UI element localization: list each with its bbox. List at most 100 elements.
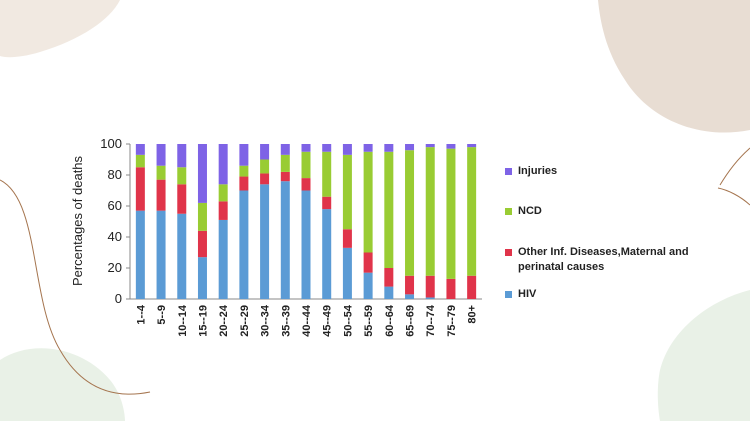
bar-segment	[239, 144, 249, 166]
x-tick-label: 45--49	[322, 305, 334, 337]
bar-segment	[135, 167, 145, 211]
bar-segment	[425, 144, 435, 148]
bar-segment	[280, 144, 290, 155]
bar-segment	[177, 184, 187, 214]
bar-segment	[197, 230, 207, 258]
y-tick-label: 60	[108, 198, 122, 213]
y-tick-label: 0	[115, 291, 122, 306]
bar-segment	[156, 179, 166, 211]
bar-segment	[342, 229, 352, 248]
bar-segment	[384, 268, 394, 287]
bar-segment	[342, 144, 352, 155]
bar-segment	[218, 184, 228, 202]
bar-segment	[177, 213, 187, 299]
bar-segment	[467, 144, 477, 148]
bar-segment	[260, 159, 270, 174]
bar-segment	[425, 275, 435, 298]
bar-segment	[405, 150, 415, 276]
curve	[719, 147, 750, 186]
curve	[717, 187, 750, 206]
blob	[598, 0, 750, 133]
y-tick-label: 100	[100, 136, 122, 151]
x-tick-label: 40--44	[301, 304, 313, 337]
curve	[0, 179, 151, 395]
y-tick-label: 20	[108, 260, 122, 275]
x-tick-label: 20--24	[218, 304, 230, 337]
legend-label: HIV	[518, 288, 537, 300]
bar-segment	[260, 144, 270, 160]
bar-segment	[239, 176, 249, 191]
bar-segment	[301, 151, 311, 179]
legend-label: Other Inf. Diseases,Maternal and perinat…	[518, 246, 689, 273]
bar-segment	[239, 165, 249, 177]
bar-segment	[239, 190, 249, 299]
x-tick-label: 65--69	[405, 305, 417, 337]
bar-segment	[322, 196, 332, 210]
bar-segment	[280, 154, 290, 172]
bar-segment	[342, 247, 352, 299]
bar-segment	[260, 184, 270, 299]
bar-segment	[363, 144, 373, 152]
bar-segment	[156, 210, 166, 299]
bar-segment	[197, 144, 207, 203]
legend-swatch	[505, 249, 512, 256]
bar-segment	[384, 286, 394, 299]
bar-segment	[197, 202, 207, 231]
bar-segment	[197, 257, 207, 299]
bar-segment	[425, 297, 435, 299]
legend-swatch	[505, 208, 512, 215]
bar-segment	[218, 144, 228, 185]
x-tick-label: 5--9	[156, 305, 168, 325]
bar-segment	[177, 167, 187, 185]
x-tick-label: 1--4	[135, 304, 147, 324]
x-tick-label: 55--59	[363, 305, 375, 337]
x-tick-label: 75--79	[446, 305, 458, 337]
bar-segment	[405, 144, 415, 151]
x-tick-label: 30--34	[260, 304, 272, 337]
x-tick-label: 10--14	[177, 304, 189, 337]
bar-segment	[363, 151, 373, 253]
bar-segment	[425, 147, 435, 276]
bar-segment	[218, 219, 228, 299]
bar-segment	[301, 190, 311, 299]
bar-segment	[280, 181, 290, 299]
bar-segment	[446, 148, 456, 279]
x-tick-label: 70--74	[425, 304, 437, 337]
bar-segment	[446, 278, 456, 299]
legend-item: NCD	[505, 204, 730, 219]
x-tick-label: 15--19	[197, 305, 209, 337]
blob	[657, 290, 750, 421]
bar-segment	[301, 144, 311, 152]
legend-item: Injuries	[505, 164, 730, 179]
bar-segment	[405, 275, 415, 295]
legend-label: NCD	[518, 205, 542, 217]
bar-segment	[177, 144, 187, 168]
bar-segment	[467, 275, 477, 299]
legend-item: HIV	[505, 287, 730, 302]
y-axis-label: Percentages of deaths	[70, 155, 85, 286]
bar-segment	[322, 151, 332, 197]
bar-segment	[135, 144, 145, 155]
bar-segment	[156, 144, 166, 166]
bar-segment	[135, 154, 145, 168]
bar-segment	[405, 294, 415, 299]
bar-segment	[363, 252, 373, 273]
bar-segment	[384, 144, 394, 152]
bar-segment	[156, 165, 166, 180]
bar-segment	[260, 173, 270, 185]
blob	[0, 348, 125, 421]
bar-segment	[384, 151, 394, 268]
legend-label: Injuries	[518, 165, 558, 177]
y-tick-label: 80	[108, 167, 122, 182]
bar-segment	[363, 272, 373, 299]
legend-item: Other Inf. Diseases,Maternal and perinat…	[505, 245, 730, 275]
bar-segment	[218, 201, 228, 220]
bar-segment	[322, 144, 332, 152]
bar-segment	[301, 178, 311, 191]
y-tick-label: 40	[108, 229, 122, 244]
bar-segment	[467, 147, 477, 276]
x-tick-label: 50--54	[342, 304, 354, 337]
